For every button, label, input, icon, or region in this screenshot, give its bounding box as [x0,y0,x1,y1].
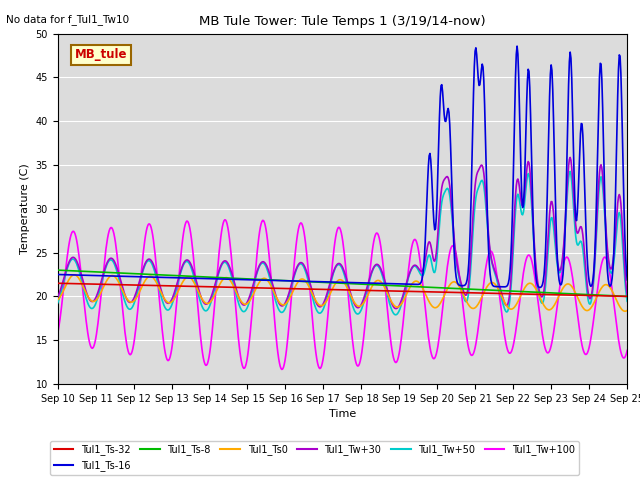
Tul1_Tw+30 [64,262,72,268]
Tul1_Tw+30 [623,292,631,298]
Tul1_Ts0 [124,297,131,302]
Tul1_Ts0 [413,278,420,284]
Tul1_Ts0 [181,276,189,281]
Tul1_Tw+30 [413,263,420,269]
Tul1_Tw+100 [278,367,285,372]
Tul1_Ts-32 [412,288,419,294]
Tul1_Tw+50 [392,312,400,318]
Tul1_Ts0 [211,291,219,297]
Tul1_Ts-16 [412,282,419,288]
Tul1_Tw+100 [64,249,72,254]
Tul1_Tw+100 [180,225,188,231]
Tul1_Ts0 [429,304,437,310]
Tul1_Ts-16 [180,275,188,281]
Tul1_Tw+30 [211,284,218,289]
Tul1_Tw+50 [413,264,420,270]
Tul1_Tw+100 [623,348,631,353]
Tul1_Ts-8 [180,273,188,279]
Tul1_Tw+100 [430,356,438,361]
Text: MB_tule: MB_tule [75,48,127,61]
Tul1_Ts0 [70,272,78,278]
Tul1_Tw+50 [429,267,437,273]
Tul1_Tw+100 [211,303,218,309]
Tul1_Ts-8 [54,267,61,273]
Tul1_Ts-16 [54,272,61,277]
Line: Tul1_Tw+100: Tul1_Tw+100 [58,220,627,370]
Tul1_Ts-32 [623,293,631,300]
Line: Tul1_Tw+30: Tul1_Tw+30 [58,157,627,309]
Tul1_Ts0 [54,297,61,303]
Tul1_Tw+30 [123,296,131,301]
Tul1_Tw+30 [429,255,437,261]
Y-axis label: Temperature (C): Temperature (C) [20,163,30,254]
Tul1_Tw+30 [180,259,188,265]
Tul1_Ts-32 [428,289,436,295]
Tul1_Tw+100 [221,217,228,223]
Tul1_Ts-16 [536,285,544,290]
Tul1_Ts-8 [211,275,218,280]
X-axis label: Time: Time [329,409,356,419]
Line: Tul1_Ts0: Tul1_Ts0 [58,275,627,311]
Tul1_Tw+100 [413,241,421,247]
Text: No data for f_Tul1_Tw10: No data for f_Tul1_Tw10 [6,14,129,25]
Tul1_Tw+30 [54,294,61,300]
Tul1_Ts-8 [64,268,72,274]
Tul1_Tw+50 [623,299,631,304]
Tul1_Tw+50 [211,287,218,292]
Tul1_Tw+50 [180,260,188,266]
Tul1_Tw+30 [392,306,400,312]
Tul1_Tw+50 [123,303,131,309]
Tul1_Ts-8 [623,293,631,300]
Line: Tul1_Ts-16: Tul1_Ts-16 [58,46,627,288]
Tul1_Ts0 [621,308,628,314]
Tul1_Ts-32 [180,283,188,289]
Tul1_Ts-32 [123,282,131,288]
Line: Tul1_Ts-32: Tul1_Ts-32 [58,283,627,296]
Tul1_Ts-16 [623,277,631,283]
Tul1_Tw+50 [54,300,61,306]
Tul1_Ts-32 [54,280,61,286]
Tul1_Ts-8 [428,285,436,290]
Line: Tul1_Ts-8: Tul1_Ts-8 [58,270,627,296]
Tul1_Ts-16 [211,276,218,282]
Tul1_Tw+50 [64,264,72,270]
Tul1_Ts-8 [412,284,419,289]
Tul1_Ts-8 [123,270,131,276]
Tul1_Ts-16 [428,188,436,193]
Tul1_Tw+30 [566,155,574,160]
Title: MB Tule Tower: Tule Temps 1 (3/19/14-now): MB Tule Tower: Tule Temps 1 (3/19/14-now… [199,15,486,28]
Line: Tul1_Tw+50: Tul1_Tw+50 [58,171,627,315]
Tul1_Tw+100 [123,340,131,346]
Tul1_Ts-16 [513,43,521,49]
Tul1_Ts-32 [64,281,72,287]
Tul1_Ts0 [64,278,72,284]
Tul1_Ts0 [623,308,631,313]
Tul1_Ts-16 [64,272,72,277]
Tul1_Ts-16 [123,274,131,279]
Tul1_Tw+50 [566,168,574,174]
Tul1_Ts-32 [211,284,218,290]
Tul1_Tw+100 [54,331,61,337]
Legend: Tul1_Ts-32, Tul1_Ts-16, Tul1_Ts-8, Tul1_Ts0, Tul1_Tw+30, Tul1_Tw+50, Tul1_Tw+100: Tul1_Ts-32, Tul1_Ts-16, Tul1_Ts-8, Tul1_… [50,441,579,475]
